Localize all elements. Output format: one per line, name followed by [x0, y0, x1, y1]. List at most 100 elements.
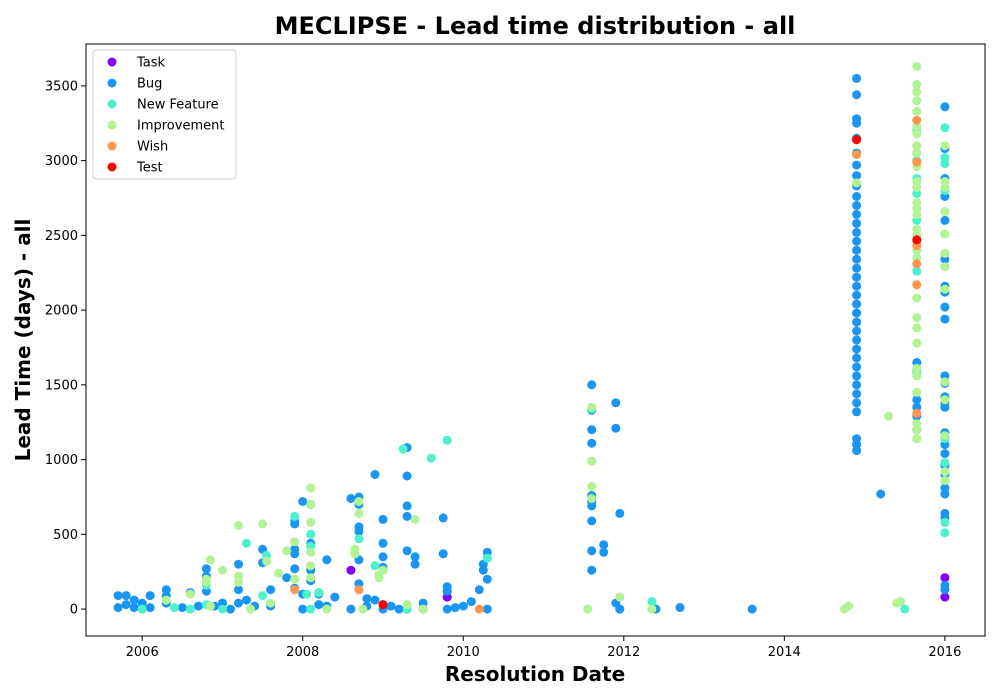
data-point — [852, 389, 862, 399]
data-point — [852, 290, 862, 300]
data-point — [852, 90, 862, 100]
data-point — [912, 266, 922, 276]
data-point — [218, 604, 227, 614]
data-point — [940, 395, 950, 405]
data-point — [306, 517, 316, 527]
data-point — [274, 568, 284, 578]
legend-label: Improvement — [137, 119, 224, 134]
data-point — [647, 604, 657, 614]
data-point — [852, 317, 862, 327]
data-point — [314, 600, 324, 610]
data-point — [940, 215, 950, 225]
data-point — [940, 262, 950, 272]
y-axis: 0 500 1000 1500 2000 2500 3000 3500 — [45, 79, 86, 618]
x-tick-label: 2008 — [286, 645, 319, 660]
data-point — [370, 470, 380, 479]
data-point — [330, 592, 340, 602]
data-point — [852, 218, 862, 228]
data-point — [161, 595, 171, 605]
data-point — [912, 363, 922, 373]
legend-marker — [107, 57, 117, 67]
data-point — [426, 453, 436, 463]
data-point — [912, 313, 922, 323]
data-point — [912, 371, 922, 381]
data-point — [234, 559, 243, 569]
data-point — [940, 431, 950, 441]
data-point — [346, 494, 356, 503]
plot-frame — [85, 43, 986, 637]
data-point — [394, 604, 404, 614]
data-point — [852, 263, 862, 273]
data-point — [912, 183, 922, 192]
data-point — [242, 538, 251, 548]
data-point — [378, 538, 388, 548]
data-point — [145, 591, 155, 601]
legend-label: Bug — [137, 77, 162, 92]
data-point — [234, 577, 243, 587]
data-point — [402, 546, 412, 556]
y-tick-label: 500 — [53, 528, 78, 543]
legend-label: Wish — [137, 140, 168, 155]
data-point — [478, 565, 488, 575]
data-point — [346, 565, 356, 575]
y-tick-label: 3500 — [45, 79, 78, 94]
y-tick-label: 1000 — [45, 453, 78, 468]
data-point — [306, 547, 316, 557]
data-point — [442, 435, 452, 445]
data-point — [438, 549, 448, 559]
data-point — [350, 549, 360, 559]
x-tick-label: 2014 — [768, 645, 801, 660]
data-point — [852, 150, 862, 160]
data-point — [587, 565, 597, 575]
data-point — [912, 129, 922, 139]
data-point — [474, 604, 484, 614]
data-point — [896, 597, 906, 607]
data-point — [306, 573, 316, 583]
data-point — [940, 314, 950, 324]
data-point — [747, 604, 757, 614]
x-tick-label: 2012 — [607, 645, 640, 660]
y-tick-label: 2000 — [45, 304, 78, 319]
data-point — [912, 425, 922, 435]
data-point — [362, 594, 372, 604]
data-point — [587, 482, 597, 491]
data-point — [587, 546, 597, 556]
data-point — [940, 467, 950, 477]
data-point — [121, 591, 131, 601]
data-point — [185, 589, 195, 599]
data-point — [852, 209, 862, 219]
data-point — [940, 206, 950, 216]
data-point — [306, 529, 316, 539]
data-point — [852, 407, 862, 417]
legend-marker — [107, 99, 117, 109]
data-point — [306, 561, 316, 571]
data-point — [940, 248, 950, 258]
data-point — [876, 489, 886, 499]
series-bug — [113, 73, 950, 614]
data-point — [587, 425, 597, 435]
data-point — [354, 585, 364, 595]
data-point — [306, 483, 316, 493]
data-point — [386, 601, 396, 611]
data-point — [121, 600, 131, 610]
data-point — [466, 597, 476, 607]
series-improvement — [161, 61, 950, 614]
data-point — [450, 603, 460, 613]
data-point — [234, 585, 243, 595]
data-point — [912, 87, 922, 97]
data-point — [912, 387, 922, 397]
data-point — [378, 552, 388, 562]
data-point — [226, 604, 235, 614]
y-tick-label: 0 — [70, 603, 78, 618]
legend-label: Test — [136, 161, 163, 176]
data-point — [587, 380, 597, 390]
data-point — [940, 476, 950, 485]
data-point — [266, 598, 276, 608]
data-point — [290, 549, 300, 559]
y-tick-label: 1500 — [45, 378, 78, 393]
data-point — [852, 380, 862, 390]
data-point — [852, 135, 862, 145]
data-point — [852, 353, 862, 363]
data-point — [201, 564, 211, 574]
data-point — [205, 601, 215, 611]
